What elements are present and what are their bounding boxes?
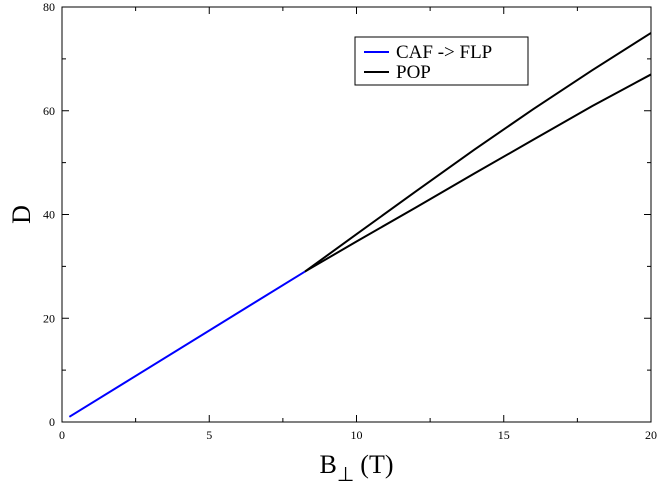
x-tick-label: 5	[206, 428, 212, 442]
y-tick-label: 80	[43, 0, 55, 14]
series-line-branch-2	[304, 73, 652, 273]
legend-label: POP	[396, 62, 431, 83]
x-tick-label: 20	[645, 428, 657, 442]
x-axis-title: B⊥ (T)	[320, 450, 394, 485]
legend-label: CAF -> FLP	[396, 42, 492, 63]
series-line-caf-flp	[68, 270, 306, 418]
x-axis-title-main: B	[320, 450, 337, 479]
x-axis-title-unit: (T)	[360, 450, 393, 479]
plot-layer	[68, 32, 652, 418]
y-tick-label: 0	[49, 415, 55, 429]
series-line-pop	[304, 32, 652, 273]
y-axis-title: D	[7, 205, 36, 224]
x-tick-label: 15	[498, 428, 510, 442]
legend-box	[354, 36, 529, 86]
y-tick-label: 40	[43, 208, 55, 222]
x-axis-title-subscript: ⊥	[337, 464, 354, 485]
ticks-layer: 0 5 10 15 20 0 20 40 60 80	[43, 0, 657, 442]
y-tick-label: 60	[43, 104, 55, 118]
x-tick-label: 0	[59, 428, 65, 442]
y-tick-label: 20	[43, 311, 55, 325]
x-tick-label: 10	[351, 428, 363, 442]
